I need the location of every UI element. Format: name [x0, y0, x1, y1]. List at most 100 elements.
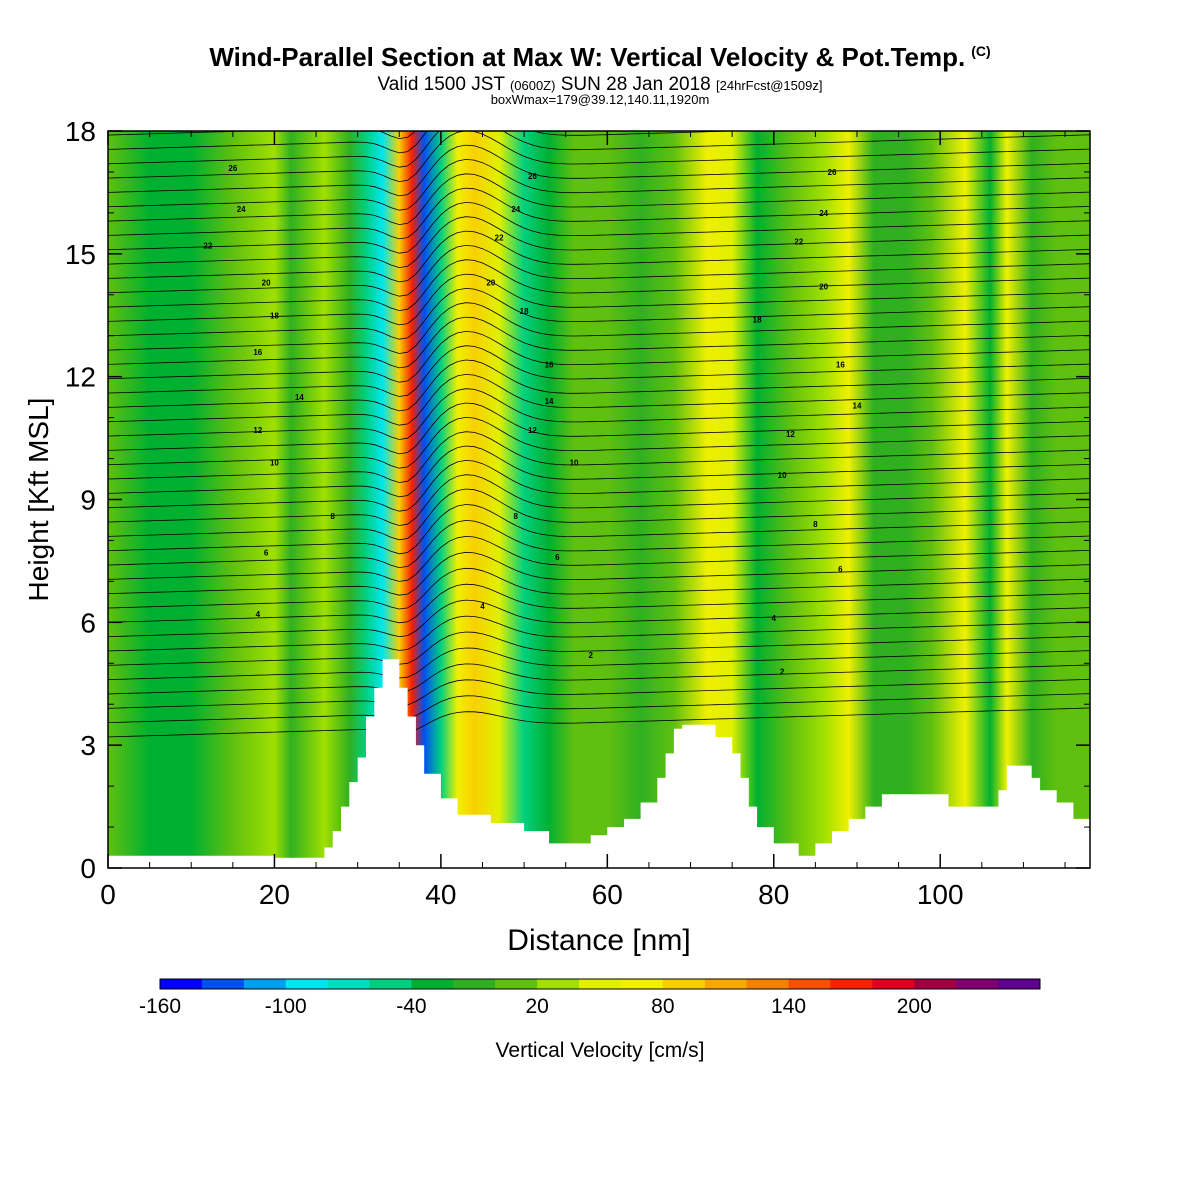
svg-text:22: 22	[495, 233, 504, 242]
y-axis-label: Height [Kft MSL]	[23, 398, 54, 602]
x-tick-label: 40	[425, 879, 456, 910]
y-tick-label: 12	[65, 362, 96, 393]
contour-label: 14	[295, 393, 304, 402]
svg-text:16: 16	[545, 360, 554, 369]
valid-utc: (0600Z)	[509, 78, 556, 93]
theta-contour-line	[108, 373, 1090, 426]
valid-date: SUN 28 Jan 2018	[560, 74, 711, 95]
colorbar-swatch	[620, 979, 664, 989]
plot-area: 2624222018161412108642624222018161412108…	[108, 73, 1090, 868]
theta-contour-line	[108, 302, 1090, 354]
svg-text:24: 24	[237, 205, 246, 214]
colorbar-swatch	[788, 979, 831, 989]
colorbar-swatch	[411, 979, 454, 989]
colorbar-swatch	[285, 979, 329, 989]
contour-label: 6	[555, 553, 560, 562]
theta-contour-line	[108, 201, 1090, 254]
contour-label: 4	[480, 602, 485, 611]
theta-contour-line	[108, 678, 1090, 709]
theta-contour-line	[108, 693, 1090, 723]
theta-contour-line	[108, 445, 1090, 498]
theta-contour-line	[108, 459, 1090, 512]
colorbar-swatch	[495, 979, 538, 989]
svg-text:20: 20	[819, 283, 828, 292]
theta-contour-line	[108, 216, 1090, 269]
svg-text:18: 18	[753, 315, 762, 324]
svg-text:14: 14	[295, 393, 304, 402]
svg-text:14: 14	[853, 401, 862, 410]
x-tick-label: 100	[917, 879, 964, 910]
contour-label: 6	[264, 549, 269, 558]
colorbar-swatch	[998, 979, 1041, 989]
contour-label: 4	[772, 614, 777, 623]
theta-contour-line	[108, 173, 1090, 226]
colorbar-swatch	[746, 979, 790, 989]
colorbar-swatch	[160, 979, 203, 989]
theta-contour-line	[108, 345, 1090, 397]
svg-text:26: 26	[828, 168, 837, 177]
svg-text:6: 6	[838, 565, 843, 574]
contour-labels: 2624222018161412108642624222018161412108…	[203, 164, 862, 677]
y-tick-label: 6	[80, 607, 96, 638]
valid-time-line: Valid 1500 JST (0600Z) SUN 28 Jan 2018 […	[0, 74, 1200, 96]
terrain	[108, 659, 1090, 868]
colorbar-swatch	[662, 979, 706, 989]
theta-contour-line	[108, 431, 1090, 483]
theta-contour-line	[108, 244, 1090, 297]
theta-contour-line	[108, 144, 1090, 197]
contour-label: 14	[545, 397, 554, 406]
colorbar-border	[159, 978, 1041, 990]
svg-text:26: 26	[528, 172, 537, 181]
theta-contour-line	[108, 488, 1090, 541]
svg-text:12: 12	[786, 430, 795, 439]
y-tick-label: 0	[80, 853, 96, 884]
contour-label: 26	[828, 168, 837, 177]
theta-contour-line	[108, 388, 1090, 440]
svg-text:10: 10	[778, 471, 787, 480]
theta-contour-line	[108, 131, 1090, 183]
colorbar-swatch	[956, 979, 999, 989]
contour-label: 20	[819, 283, 828, 292]
contour-label: 26	[228, 164, 237, 173]
theta-contour-line	[108, 615, 1090, 652]
svg-text:20: 20	[262, 278, 271, 287]
x-tick-label: 80	[758, 879, 789, 910]
theta-contour-line	[108, 707, 1090, 738]
svg-text:12: 12	[253, 426, 262, 435]
svg-text:4: 4	[256, 610, 261, 619]
theta-contour-line	[108, 474, 1090, 526]
theta-contour-line	[108, 73, 1090, 124]
contour-label: 8	[514, 512, 519, 521]
forecast-info: [24hrFcst@1509z]	[716, 78, 823, 93]
chart-title-text: Wind-Parallel Section at Max W: Vertical…	[209, 42, 966, 72]
colorbar-tick-label: 200	[897, 995, 932, 1018]
contour-label: 24	[237, 205, 246, 214]
contour-label: 18	[753, 315, 762, 324]
x-tick-label: 0	[100, 879, 116, 910]
svg-text:6: 6	[555, 553, 560, 562]
theta-contour-line	[108, 504, 1090, 555]
svg-text:18: 18	[270, 311, 279, 320]
colorbar-swatch	[537, 979, 580, 989]
theta-contour-line	[108, 647, 1090, 681]
colorbar-swatch	[201, 979, 245, 989]
contour-label: 10	[270, 459, 279, 468]
svg-text:26: 26	[228, 164, 237, 173]
theta-contour-line	[108, 230, 1090, 283]
contour-label: 16	[836, 360, 845, 369]
x-tick-label: 20	[259, 879, 290, 910]
theta-contour-line	[108, 535, 1090, 582]
contour-label: 22	[203, 242, 212, 251]
svg-text:10: 10	[270, 459, 279, 468]
colorbar-label: Vertical Velocity [cm/s]	[496, 1039, 705, 1062]
contour-label: 16	[253, 348, 262, 357]
theta-contour-line	[108, 599, 1090, 638]
contour-label: 24	[819, 209, 828, 218]
contour-label: 20	[486, 278, 495, 287]
contour-label: 10	[778, 471, 787, 480]
contour-label: 20	[262, 278, 271, 287]
theta-contour-line	[108, 131, 1090, 168]
y-axis-ticks: 0 3 6 9 12 15 18	[65, 116, 1090, 884]
copyright-mark: (C)	[971, 43, 991, 60]
colorbar-swatch	[704, 979, 748, 989]
